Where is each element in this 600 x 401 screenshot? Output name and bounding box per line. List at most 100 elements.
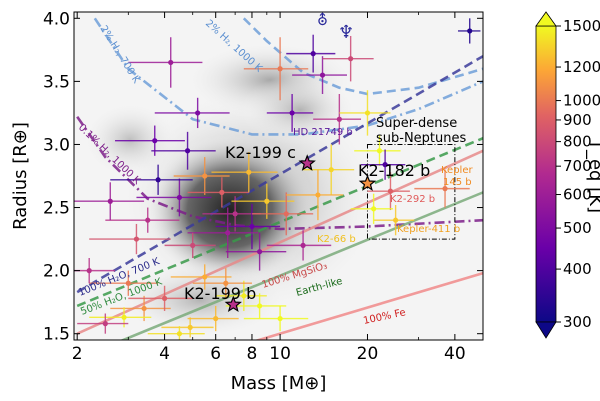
data-point (164, 232, 216, 258)
highlight-planet-label: K2-292 b (390, 194, 435, 205)
colorbar-tick-label: 1200 (563, 58, 600, 76)
data-point (192, 268, 252, 299)
data-point (266, 94, 314, 132)
colorbar-tick-label: 1000 (563, 92, 600, 110)
data-point (170, 264, 232, 290)
data-point (286, 34, 336, 73)
axes: 2 4 6 8 10 20 40 1.5 2.0 2.5 3.0 3.5 4.0 Mass [M⊕] Rad… (10, 9, 484, 394)
planet-label: K2-182 b (358, 161, 430, 180)
x-tick-label: 40 (444, 344, 466, 364)
highlight-planet-label: K2-66 b (317, 234, 356, 245)
y-tick-label: 2.0 (43, 262, 70, 282)
colorbar-tick-label: 400 (563, 260, 592, 278)
named-planet-star (298, 154, 316, 171)
data-point (187, 207, 259, 258)
data-point (215, 203, 281, 250)
data-point (151, 131, 216, 170)
model-curve-6 (119, 191, 483, 340)
x-tick-label: 8 (247, 344, 258, 364)
data-point (128, 37, 203, 88)
region-label-line2: sub-Neptunes (376, 131, 467, 146)
data-point (414, 169, 470, 208)
data-point (243, 305, 309, 332)
neptune-symbol: ♆ (338, 22, 354, 43)
x-tick-label: 2 (72, 344, 83, 364)
y-tick-label: 2.5 (43, 199, 70, 219)
planet-points (74, 18, 481, 340)
data-point (322, 35, 374, 82)
data-point (286, 169, 344, 221)
data-point (173, 157, 230, 195)
highlight-planet-label: HD 21749 b (293, 127, 353, 138)
colorbar-tick-label: 600 (563, 186, 592, 204)
data-point (128, 285, 193, 311)
colorbar-gradient (535, 25, 557, 323)
data-point (373, 205, 415, 236)
model-curve-4 (76, 136, 483, 308)
colorbar-label: T_eq [K] (585, 138, 600, 213)
colorbar-tick-label: 500 (563, 219, 592, 237)
planet-label: K2-199 b (184, 284, 256, 303)
region-label-line1: Super-dense (376, 116, 457, 131)
named-planet-star (224, 295, 242, 313)
model-curve-1 (242, 17, 483, 96)
data-point (77, 313, 129, 334)
data-point (266, 230, 332, 261)
data-point (187, 177, 249, 208)
x-tick-label: 6 (210, 344, 221, 364)
colorbar-min-arrow (535, 321, 557, 339)
data-point (225, 232, 287, 271)
data-point (367, 172, 410, 211)
y-tick-label: 4.0 (43, 9, 70, 29)
y-tick-label: 1.5 (43, 325, 70, 345)
named-planets (224, 154, 377, 313)
colorbar-max-arrow (535, 11, 557, 27)
y-tick-label: 3.0 (43, 135, 70, 155)
data-point (361, 149, 406, 180)
colorbar-tick-label: 300 (563, 313, 592, 331)
data-point (105, 207, 180, 233)
data-point (74, 258, 116, 284)
data-point (313, 94, 362, 145)
plot-frame (73, 11, 484, 341)
colorbar-tick-label: 800 (563, 133, 592, 151)
y-tick-label: 3.5 (43, 72, 70, 92)
data-point (354, 135, 401, 166)
data-point (74, 182, 145, 221)
data-point (292, 56, 347, 94)
data-point (89, 223, 171, 255)
model-curve-0 (93, 17, 483, 136)
x-tick-label: 4 (159, 344, 170, 364)
data-point (251, 192, 314, 236)
super-dense-region-box (366, 143, 456, 240)
data-point (154, 97, 230, 129)
model-curve-3 (76, 55, 483, 294)
x-axis-label: Mass [M⊕] (231, 373, 327, 394)
highlight-planet-label: Kepler-411 b (397, 224, 460, 235)
data-point (350, 193, 394, 224)
highlight-planet-label: Kepler (441, 165, 473, 176)
highlight-planet-label: 145 b (443, 177, 472, 188)
data-point (211, 152, 278, 193)
data-point (136, 178, 212, 217)
uranus-symbol: ⛢ (317, 11, 328, 29)
x-tick-label: 20 (357, 344, 379, 364)
y-axis-label: Radius [R⊕] (10, 122, 31, 230)
colorbar-tick-label: 700 (563, 157, 592, 175)
model-curve-5 (76, 149, 483, 335)
data-point (231, 183, 295, 219)
data-point (89, 270, 159, 296)
colorbar-tick-label: 1500 (563, 17, 600, 35)
data-point (110, 164, 193, 195)
data-point (187, 305, 239, 332)
data-point (147, 326, 205, 340)
x-tick-label: 10 (269, 344, 291, 364)
data-point (339, 90, 391, 136)
model-curve-7 (254, 271, 483, 340)
data-point (115, 125, 185, 156)
planet-label: K2-199 c (225, 143, 296, 162)
colorbar-tick-label: 900 (563, 111, 592, 129)
